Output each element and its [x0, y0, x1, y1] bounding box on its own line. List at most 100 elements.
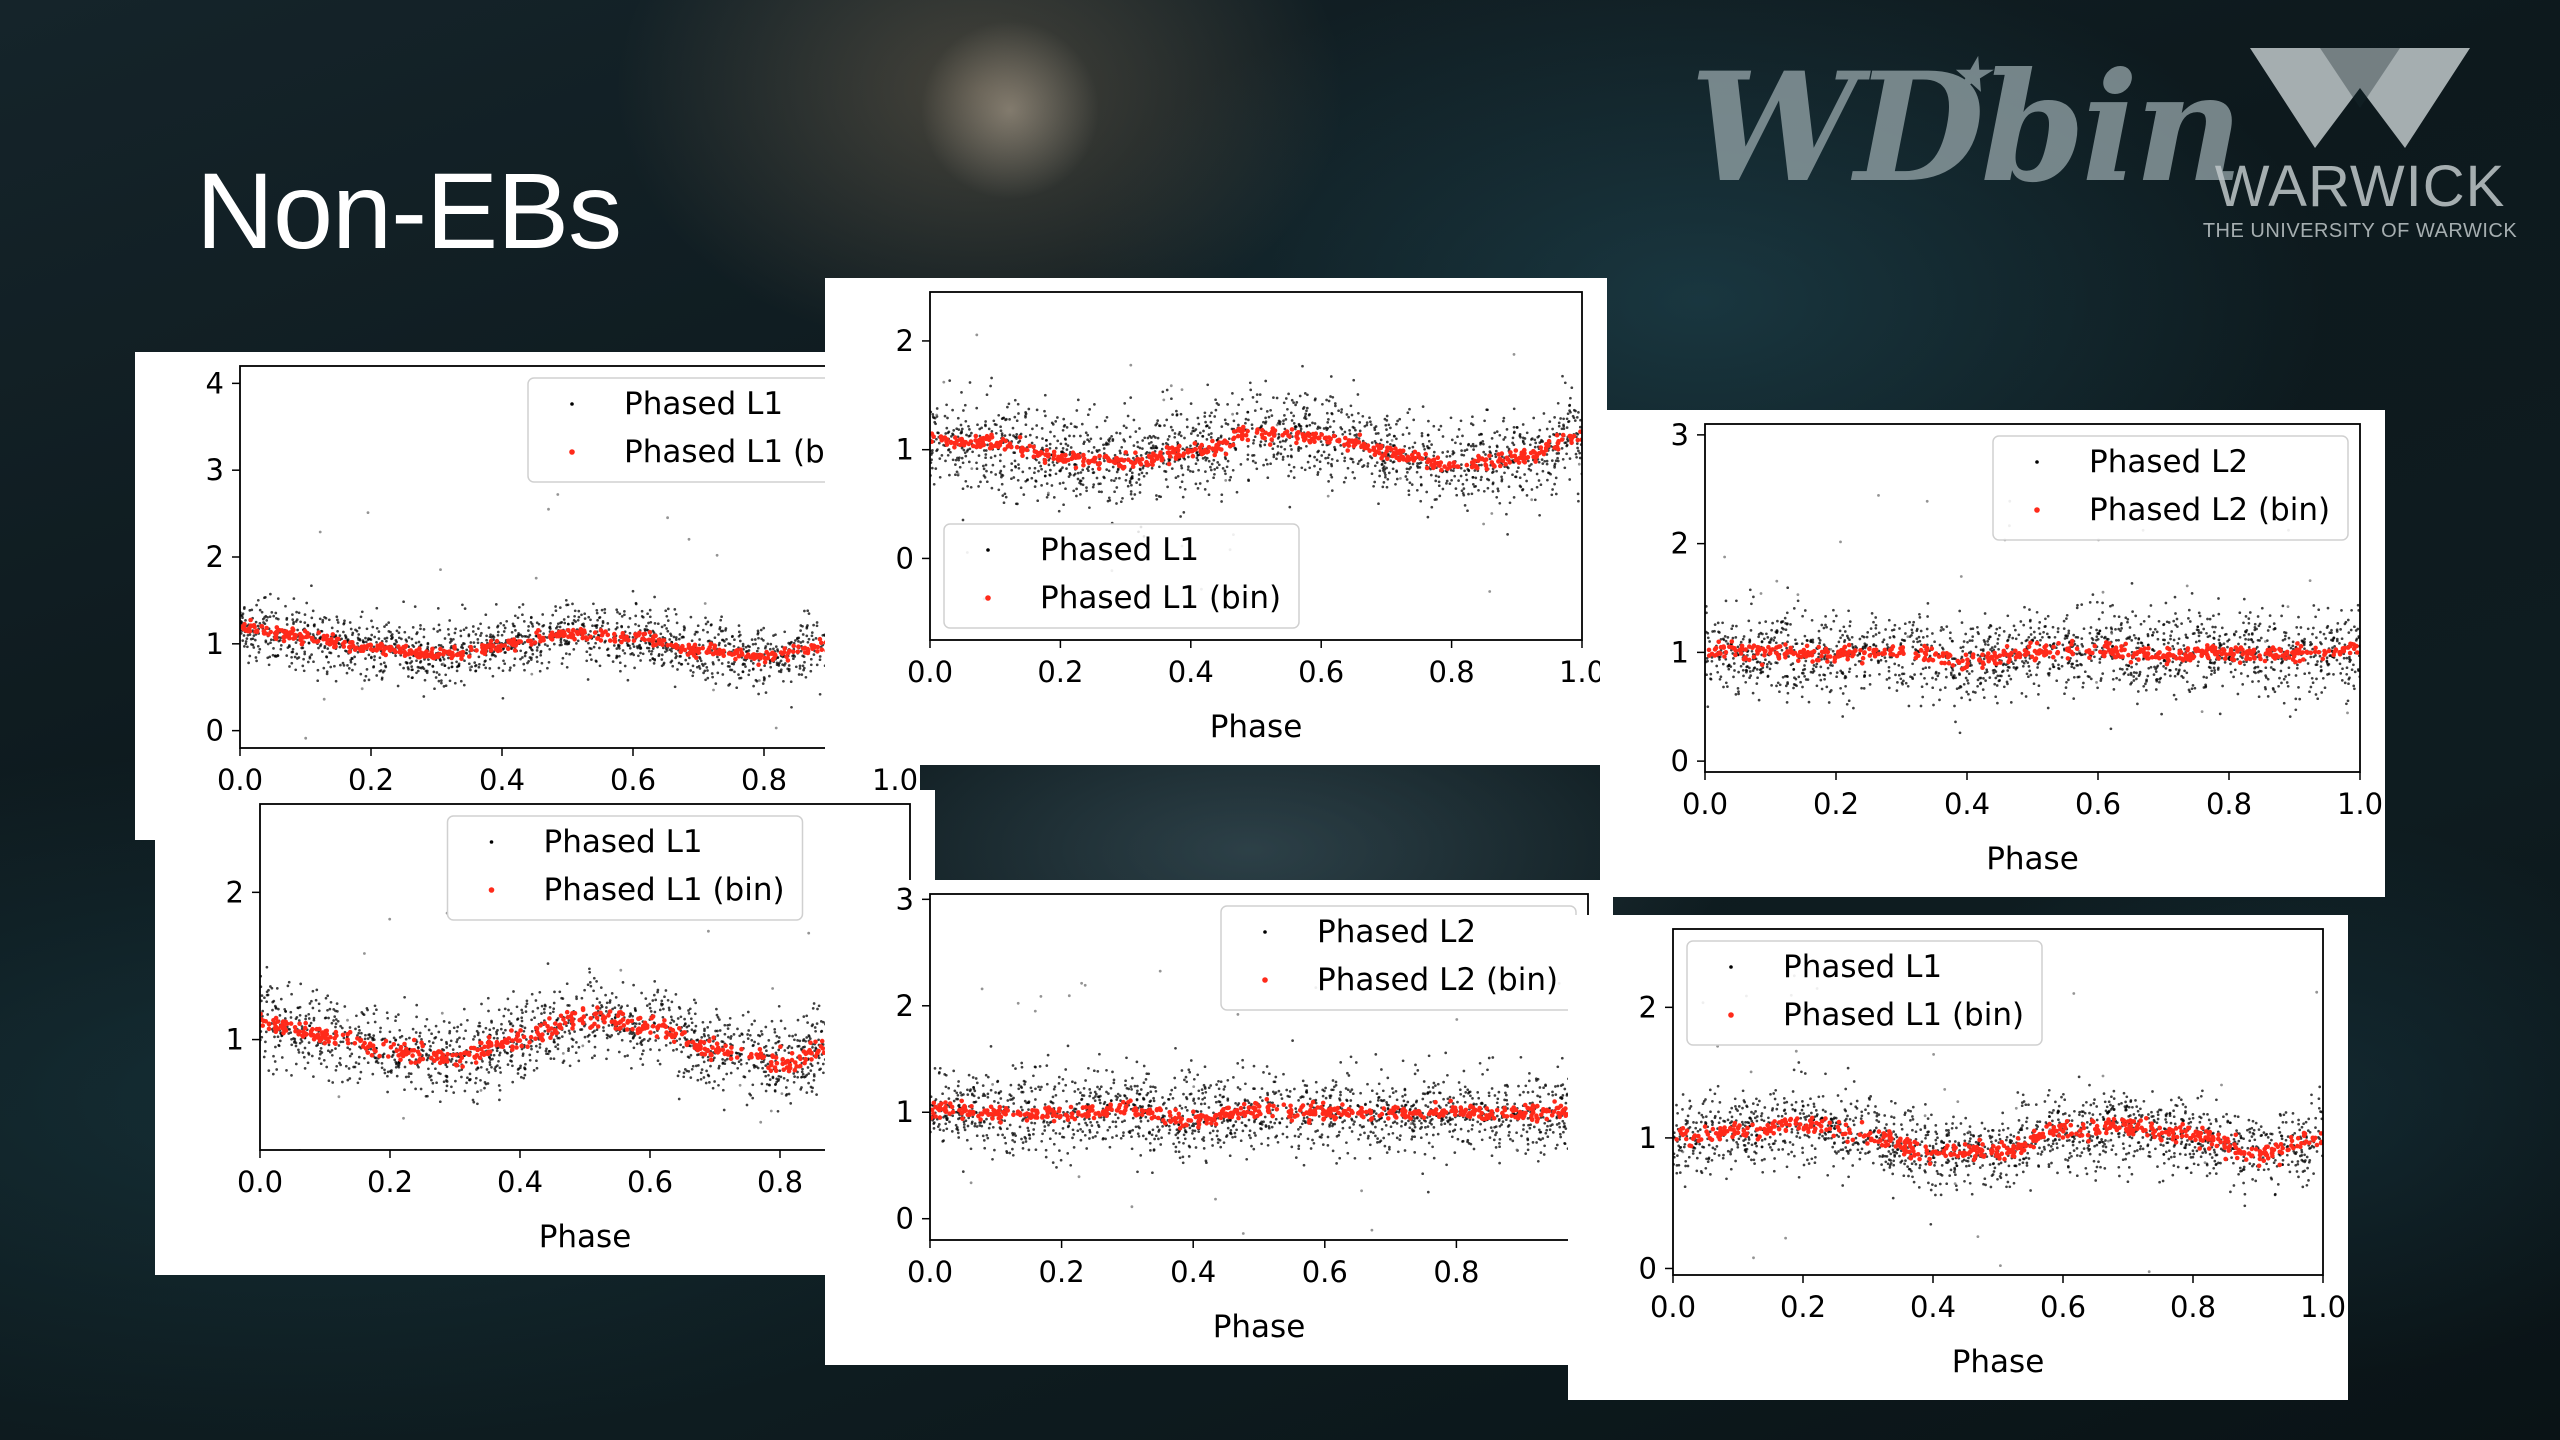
data-point	[432, 670, 436, 674]
data-point	[434, 1024, 438, 1028]
data-point	[615, 608, 619, 612]
data-point	[1484, 453, 1487, 456]
data-point	[626, 678, 630, 682]
binned-point	[813, 1039, 818, 1045]
data-point	[481, 1030, 485, 1034]
data-point	[612, 644, 616, 647]
data-point	[606, 1048, 610, 1052]
data-point	[1187, 465, 1190, 469]
binned-point	[334, 636, 340, 642]
data-point	[764, 691, 768, 694]
data-point	[1319, 440, 1323, 443]
data-point	[585, 650, 589, 654]
data-point	[767, 1039, 771, 1042]
data-point	[794, 639, 797, 642]
data-point	[290, 1074, 293, 1077]
data-point	[391, 1050, 395, 1053]
binned-point	[811, 644, 817, 650]
data-point	[802, 1015, 806, 1018]
data-point	[445, 1042, 449, 1046]
data-point	[539, 649, 543, 653]
binned-point	[663, 1024, 669, 1030]
data-point	[706, 1055, 710, 1059]
data-point	[741, 644, 745, 648]
data-point	[354, 1027, 357, 1031]
data-point	[634, 622, 637, 626]
binned-point	[684, 1040, 690, 1046]
binned-point	[266, 632, 271, 637]
outlier-point	[252, 757, 255, 760]
binned-point	[624, 1027, 630, 1032]
data-point	[515, 1005, 519, 1009]
data-point	[515, 1042, 518, 1046]
data-point	[596, 618, 599, 622]
data-point	[442, 685, 446, 688]
data-point	[303, 652, 307, 656]
data-point	[330, 1021, 334, 1025]
binned-point	[600, 630, 606, 636]
data-point	[514, 629, 517, 632]
data-points-group	[240, 493, 895, 760]
data-point	[418, 666, 421, 669]
data-point	[479, 1065, 483, 1069]
data-point	[657, 654, 661, 658]
binned-point	[804, 1050, 809, 1056]
data-point	[400, 1034, 404, 1038]
outlier-point	[366, 511, 370, 514]
data-point	[1461, 434, 1464, 438]
data-point	[815, 663, 819, 667]
data-point	[490, 1019, 493, 1023]
data-point	[691, 674, 695, 678]
data-point	[771, 1046, 775, 1050]
data-point	[726, 664, 730, 668]
data-point	[628, 646, 632, 650]
data-point	[436, 630, 439, 633]
data-point	[600, 1003, 603, 1007]
data-point	[381, 1037, 385, 1041]
data-point	[469, 668, 472, 672]
data-point	[269, 638, 273, 642]
data-point	[665, 614, 669, 618]
data-point	[626, 1004, 629, 1008]
data-point	[431, 1041, 435, 1045]
binned-point	[817, 636, 823, 642]
data-point	[478, 1024, 482, 1028]
data-point	[489, 1058, 492, 1061]
data-point	[551, 1010, 555, 1014]
outlier-point	[619, 968, 623, 972]
data-point	[1246, 453, 1250, 457]
outlier-point	[819, 1168, 822, 1171]
data-point	[543, 1011, 546, 1014]
data-point	[427, 1054, 431, 1057]
binned-point	[254, 628, 260, 634]
data-point	[787, 1092, 791, 1096]
binned-point	[629, 1018, 634, 1024]
binned-point	[559, 629, 564, 634]
data-point	[815, 1093, 818, 1096]
data-point	[379, 1026, 382, 1030]
binned-point	[496, 644, 501, 649]
binned-point	[686, 642, 692, 648]
data-point	[356, 642, 359, 645]
data-point	[288, 1028, 291, 1031]
data-point	[474, 633, 478, 636]
data-point	[414, 1031, 418, 1034]
data-point	[801, 624, 804, 628]
data-point	[287, 644, 291, 647]
binned-point	[341, 641, 346, 646]
binned-point	[482, 1044, 487, 1050]
data-point	[818, 692, 822, 696]
data-point	[1110, 434, 1113, 438]
data-point	[521, 603, 525, 606]
data-point	[818, 655, 822, 658]
data-point	[272, 999, 276, 1003]
data-point	[370, 633, 374, 637]
data-point	[378, 1030, 382, 1034]
data-point	[588, 981, 592, 984]
data-point	[623, 613, 626, 617]
binned-point	[570, 1026, 575, 1031]
data-point	[425, 669, 429, 673]
data-point	[592, 976, 596, 980]
data-point	[498, 1066, 502, 1070]
data-point	[1373, 464, 1377, 468]
